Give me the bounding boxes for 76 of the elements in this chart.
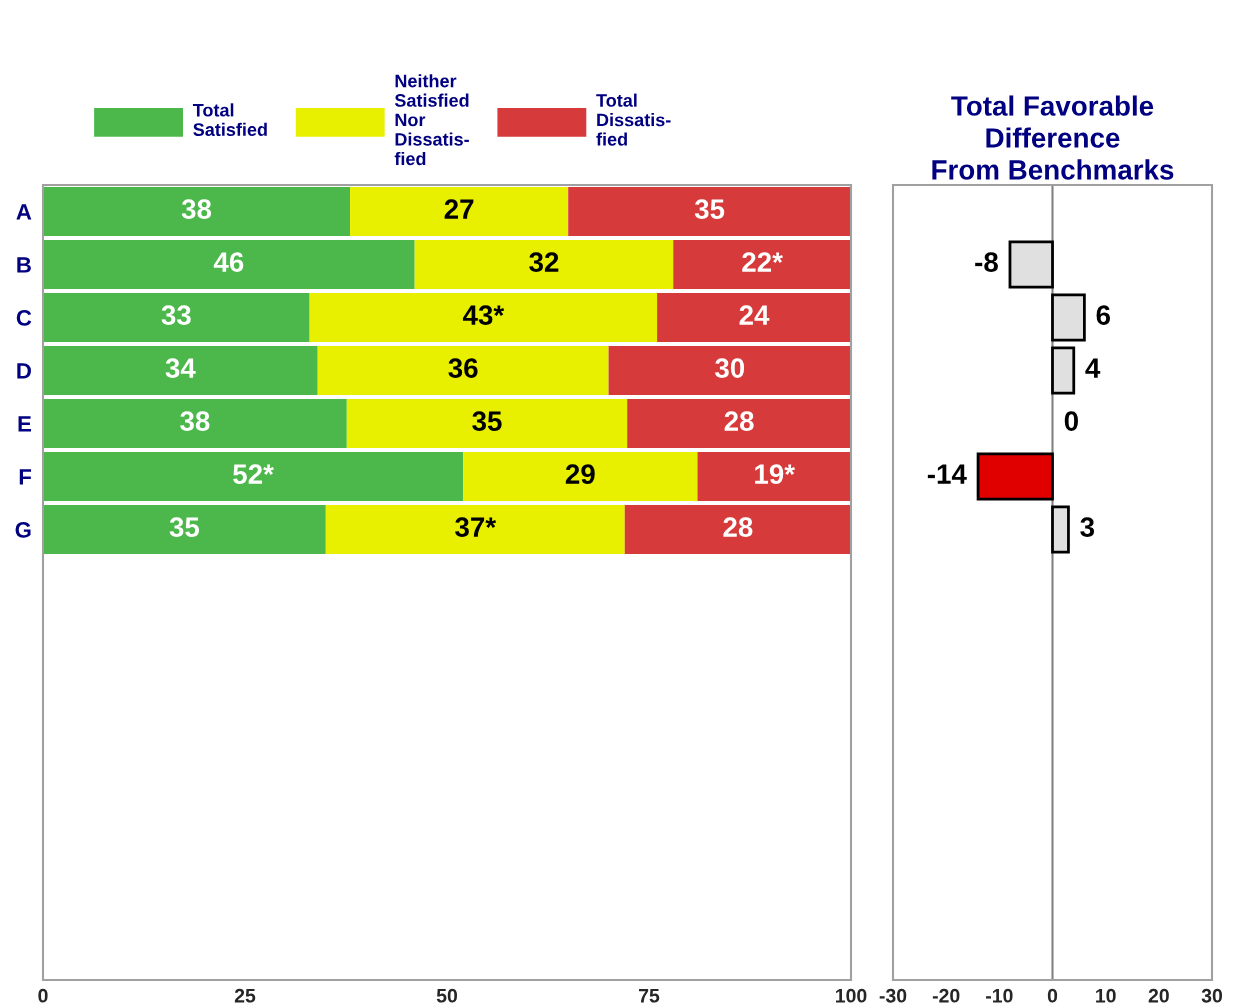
bar (43, 346, 318, 395)
data-label: -14 (927, 464, 967, 484)
x-tick-label: 75 (639, 989, 660, 1003)
data-label: 29 (565, 464, 595, 484)
bar (568, 187, 851, 236)
bar (1051, 346, 1076, 395)
x-tick-label: 30 (1201, 988, 1223, 1003)
legend-label: Neither Satisfied Nor Dissatis- fied (394, 74, 469, 166)
bar (317, 346, 609, 395)
bar (673, 240, 851, 289)
bar (1008, 240, 1054, 289)
data-label: 34 (165, 358, 196, 378)
data-label: 6 (1096, 305, 1111, 325)
legend-label: Total Satisfied (192, 103, 267, 137)
data-label: 27 (444, 199, 474, 219)
bar (1051, 505, 1070, 554)
data-label: 22* (742, 252, 783, 272)
bar (43, 293, 310, 342)
data-label: 33 (161, 305, 191, 325)
bar (608, 346, 851, 395)
data-label: 35 (169, 517, 200, 537)
bar (463, 452, 698, 501)
bar (350, 187, 569, 236)
x-tick-label: 10 (1096, 988, 1116, 1003)
data-label: 32 (529, 252, 559, 272)
y-tick-label: D (17, 363, 31, 379)
data-label: 35 (694, 199, 725, 219)
bar (697, 452, 851, 501)
data-label: 30 (714, 358, 745, 378)
data-label: 35 (472, 411, 502, 431)
data-label: 46 (213, 252, 244, 272)
bar (414, 240, 674, 289)
chart-title: Total Favorable Difference From Benchmarks (932, 95, 1174, 180)
y-tick-label: E (18, 416, 32, 432)
data-label: 28 (723, 517, 753, 537)
data-label: 36 (448, 358, 478, 378)
x-tick-label: 0 (1047, 988, 1058, 1003)
legend-label: Total Dissatis- fied (596, 93, 671, 146)
x-tick-label: 20 (1148, 988, 1169, 1003)
bar (309, 293, 658, 342)
data-label: 38 (181, 199, 212, 219)
bar (43, 240, 415, 289)
y-tick-label: G (15, 522, 31, 538)
bar (325, 505, 625, 554)
x-tick-label: -20 (932, 988, 960, 1003)
data-label: 24 (739, 305, 770, 325)
y-tick-label: F (19, 469, 32, 485)
bar (976, 452, 1054, 501)
data-label: 38 (180, 411, 210, 431)
y-tick-label: A (16, 204, 32, 220)
data-label: 52* (233, 464, 274, 484)
bar (657, 293, 851, 342)
bar (346, 399, 628, 448)
bar (1051, 293, 1086, 342)
y-tick-label: C (16, 310, 32, 326)
x-tick-label: 100 (836, 988, 867, 1003)
bar (43, 399, 347, 448)
data-label: 3 (1080, 517, 1095, 537)
data-label: 43* (462, 305, 505, 325)
x-tick-label: 25 (234, 988, 256, 1003)
bar (43, 452, 464, 501)
y-tick-label: B (17, 257, 31, 273)
data-label: 0 (1064, 411, 1078, 431)
bar (43, 505, 326, 554)
bar (624, 505, 851, 554)
x-tick-label: 0 (38, 988, 48, 1003)
data-label: 4 (1085, 358, 1101, 378)
x-tick-label: -10 (986, 988, 1013, 1003)
bar (43, 187, 351, 236)
data-label: 37* (455, 517, 497, 537)
x-tick-label: 50 (436, 988, 458, 1003)
data-label: 19* (755, 464, 796, 484)
data-label: 28 (724, 411, 754, 431)
x-tick-label: -30 (879, 988, 907, 1003)
bar (627, 399, 851, 448)
data-label: -8 (975, 252, 998, 272)
